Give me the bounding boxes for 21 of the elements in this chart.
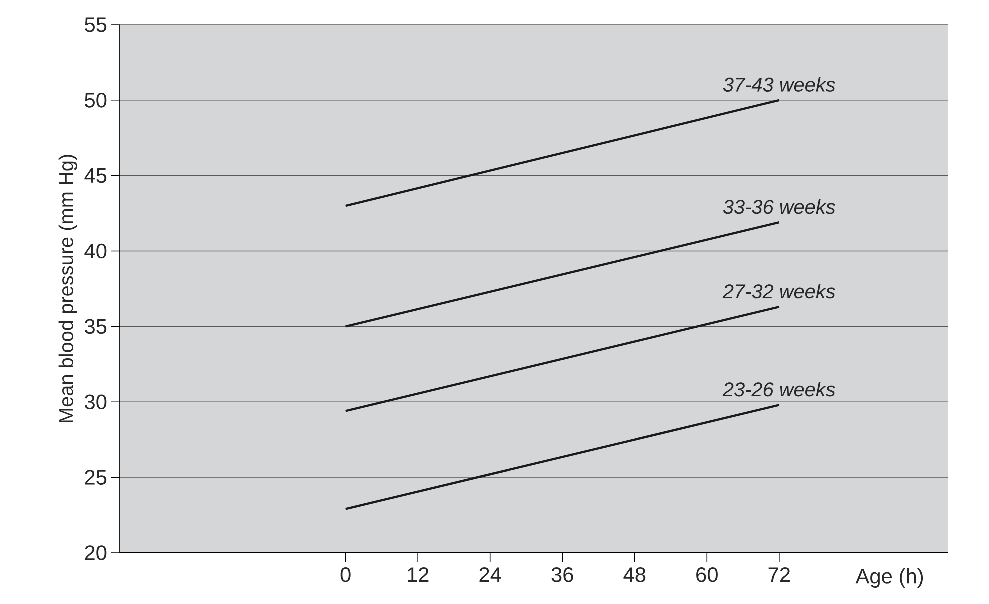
y-tick-label: 20 xyxy=(85,546,107,560)
y-axis-title: Mean blood pressure (mm Hg) xyxy=(58,155,78,422)
x-tick-label: 72 xyxy=(768,568,790,582)
y-tick-label: 40 xyxy=(84,244,107,259)
y-tick-label: 55 xyxy=(85,18,107,32)
series-label: 27-32 weeks xyxy=(722,284,836,299)
x-tick-label: 60 xyxy=(696,568,718,582)
series-label: 37-43 weeks xyxy=(723,77,836,92)
x-tick-label: 48 xyxy=(624,568,646,582)
series-label: 23-26 weeks xyxy=(722,382,836,397)
x-tick-label: 12 xyxy=(408,568,429,582)
x-axis-title: Age (h) xyxy=(856,568,924,588)
y-tick-label: 30 xyxy=(85,394,107,410)
y-tick-label: 25 xyxy=(85,470,107,485)
y-tick-label: 50 xyxy=(85,93,107,108)
x-tick-label: 36 xyxy=(552,568,574,582)
y-tick-label: 45 xyxy=(84,168,107,184)
x-tick-label: 24 xyxy=(480,568,502,582)
series-label: 33-36 weeks xyxy=(723,200,836,214)
x-tick-label: 0 xyxy=(340,568,351,582)
y-tick-label: 35 xyxy=(85,319,107,334)
